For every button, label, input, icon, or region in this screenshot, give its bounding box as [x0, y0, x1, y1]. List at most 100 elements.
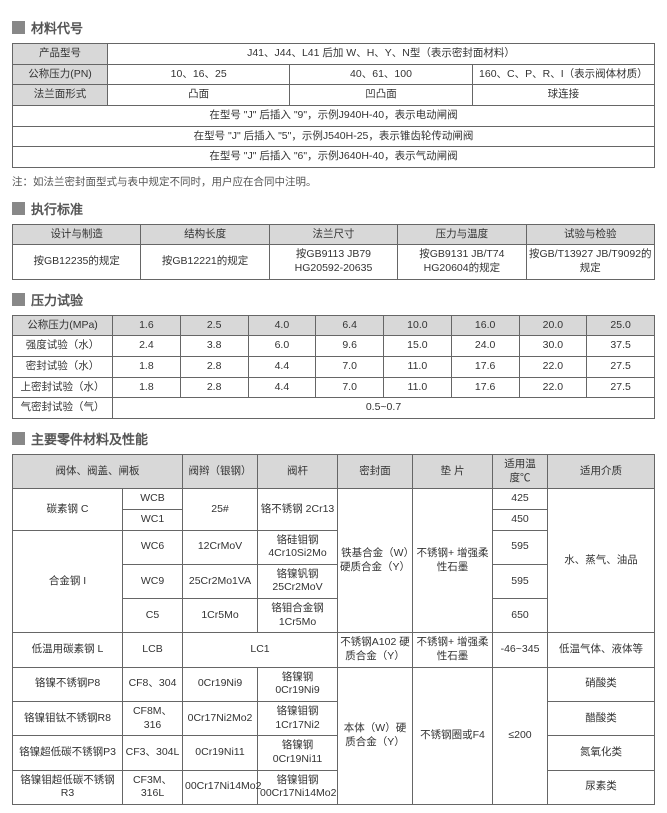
cell: ≤200	[493, 667, 548, 804]
cell: CF3M、316L	[123, 770, 183, 804]
cell: 低温用碳素钢 L	[13, 633, 123, 667]
section-title-pressure: 压力试验	[12, 290, 655, 309]
cell: 阀杆	[258, 454, 338, 488]
cell: 160、C、P、R、I（表示阀体材质）	[472, 64, 654, 85]
cell: 铬钼合金钢 1Cr5Mo	[258, 599, 338, 633]
cell: 17.6	[451, 377, 519, 398]
cell: 10、16、25	[108, 64, 290, 85]
section-label: 压力试验	[31, 290, 83, 309]
cell: 铬镍钒钢 25Cr2MoV	[258, 564, 338, 598]
cell: 12CrMoV	[183, 530, 258, 564]
cell: 595	[493, 530, 548, 564]
cell: 阀体、阀盖、闸板	[13, 454, 183, 488]
cell: 1.6	[113, 315, 181, 336]
cell: 22.0	[519, 357, 587, 378]
cell: 在型号 "J" 后插入 "5"，示例J540H-25，表示锥齿轮传动闸阀	[13, 126, 655, 147]
cell: 4.4	[248, 357, 316, 378]
cell: 25Cr2Mo1VA	[183, 564, 258, 598]
cell: CF3、304L	[123, 736, 183, 770]
cell: -46~345	[493, 633, 548, 667]
cell: 法兰面形式	[13, 85, 108, 106]
cell: 2.4	[113, 336, 181, 357]
cell: 密封面	[338, 454, 413, 488]
material-code-table: 产品型号 J41、J44、L41 后加 W、H、Y、N型（表示密封面材料） 公称…	[12, 43, 655, 168]
cell: WC6	[123, 530, 183, 564]
cell: 1Cr5Mo	[183, 599, 258, 633]
cell: 铬镍钼钛不锈钢R8	[13, 701, 123, 735]
cell: 低温气体、液体等	[548, 633, 655, 667]
cell: 22.0	[519, 377, 587, 398]
section-label: 主要零件材料及性能	[31, 429, 148, 448]
cell: 0Cr19Ni9	[183, 667, 258, 701]
cell: 不锈钢A102 硬质合金（Y）	[338, 633, 413, 667]
cell: 铁基合金（W）硬质合金（Y）	[338, 489, 413, 633]
cell: 20.0	[519, 315, 587, 336]
cell: 在型号 "J" 后插入 "6"，示例J640H-40，表示气动闸阀	[13, 147, 655, 168]
cell: 3.8	[180, 336, 248, 357]
cell: 不锈钢+ 增强柔性石墨	[413, 633, 493, 667]
cell: 25.0	[587, 315, 655, 336]
cell: 650	[493, 599, 548, 633]
cell: J41、J44、L41 后加 W、H、Y、N型（表示密封面材料）	[108, 44, 655, 65]
cell: 按GB/T13927 JB/T9092的规定	[526, 245, 654, 279]
cell: 本体（W）硬质合金（Y）	[338, 667, 413, 804]
cell: 2.8	[180, 357, 248, 378]
cell: 40、61、100	[290, 64, 472, 85]
square-icon	[12, 432, 25, 445]
cell: 碳素钢 C	[13, 489, 123, 530]
section-title-materials: 材料代号	[12, 18, 655, 37]
cell: 球连接	[472, 85, 654, 106]
cell: 铬镍超低碳不锈钢P3	[13, 736, 123, 770]
cell: 25#	[183, 489, 258, 530]
cell: 1.8	[113, 357, 181, 378]
cell: 结构长度	[141, 224, 269, 245]
cell: 铬镍钢 0Cr19Ni11	[258, 736, 338, 770]
cell: 不锈钢+ 增强柔性石墨	[413, 489, 493, 633]
cell: 铬硅钼钢 4Cr10Si2Mo	[258, 530, 338, 564]
cell: C5	[123, 599, 183, 633]
cell: 强度试验（水）	[13, 336, 113, 357]
cell: 4.4	[248, 377, 316, 398]
cell: 27.5	[587, 357, 655, 378]
cell: WCB	[123, 489, 183, 510]
cell: 产品型号	[13, 44, 108, 65]
cell: 铬镍钢 0Cr19Ni9	[258, 667, 338, 701]
cell: WC1	[123, 509, 183, 530]
cell: 450	[493, 509, 548, 530]
cell: 氮氧化类	[548, 736, 655, 770]
cell: 压力与温度	[398, 224, 526, 245]
cell: 6.4	[316, 315, 384, 336]
cell: 27.5	[587, 377, 655, 398]
cell: 铬不锈钢 2Cr13	[258, 489, 338, 530]
cell: 11.0	[384, 377, 452, 398]
cell: CF8M、316	[123, 701, 183, 735]
cell: 10.0	[384, 315, 452, 336]
note-text: 注：如法兰密封面型式与表中规定不同时，用户应在合同中注明。	[12, 174, 655, 189]
cell: 595	[493, 564, 548, 598]
cell: 17.6	[451, 357, 519, 378]
cell: 试验与检验	[526, 224, 654, 245]
cell: 密封试验（水）	[13, 357, 113, 378]
cell: 凸面	[108, 85, 290, 106]
section-title-parts: 主要零件材料及性能	[12, 429, 655, 448]
cell: 0Cr19Ni11	[183, 736, 258, 770]
cell: 按GB12235的规定	[13, 245, 141, 279]
cell: 合金钢 I	[13, 530, 123, 633]
cell: LC1	[183, 633, 338, 667]
cell: 2.8	[180, 377, 248, 398]
cell: 11.0	[384, 357, 452, 378]
square-icon	[12, 293, 25, 306]
cell: 1.8	[113, 377, 181, 398]
cell: 法兰尺寸	[269, 224, 397, 245]
cell: 气密封试验（气）	[13, 398, 113, 419]
cell: 公称压力(PN)	[13, 64, 108, 85]
square-icon	[12, 202, 25, 215]
section-label: 执行标准	[31, 199, 83, 218]
cell: 0.5~0.7	[113, 398, 655, 419]
cell: 铬镍钼钢 1Cr17Ni2	[258, 701, 338, 735]
cell: 7.0	[316, 377, 384, 398]
cell: 上密封试验（水）	[13, 377, 113, 398]
cell: 阀辫（银钢）	[183, 454, 258, 488]
cell: WC9	[123, 564, 183, 598]
cell: 2.5	[180, 315, 248, 336]
